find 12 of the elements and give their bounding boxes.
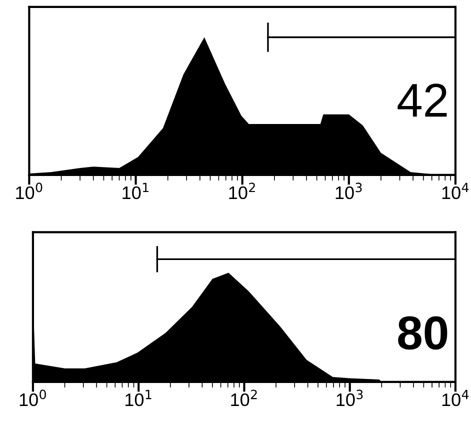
annotation: 42 <box>398 84 447 117</box>
x-tick-label: 10$^{1}$ <box>122 182 148 200</box>
annotation: 80 <box>398 316 448 350</box>
x-tick-label: 10$^{0}$ <box>16 182 42 200</box>
x-tick-label: 10$^{0}$ <box>20 390 46 406</box>
x-tick-label: 10$^{2}$ <box>231 390 257 406</box>
x-tick-label: 10$^{3}$ <box>336 390 363 406</box>
x-tick-label: 10$^{3}$ <box>336 182 362 200</box>
x-tick-label: 10$^{4}$ <box>442 390 469 406</box>
x-tick-label: 10$^{4}$ <box>442 182 469 200</box>
x-tick-label: 10$^{2}$ <box>229 182 255 200</box>
x-tick-label: 10$^{1}$ <box>126 390 152 406</box>
